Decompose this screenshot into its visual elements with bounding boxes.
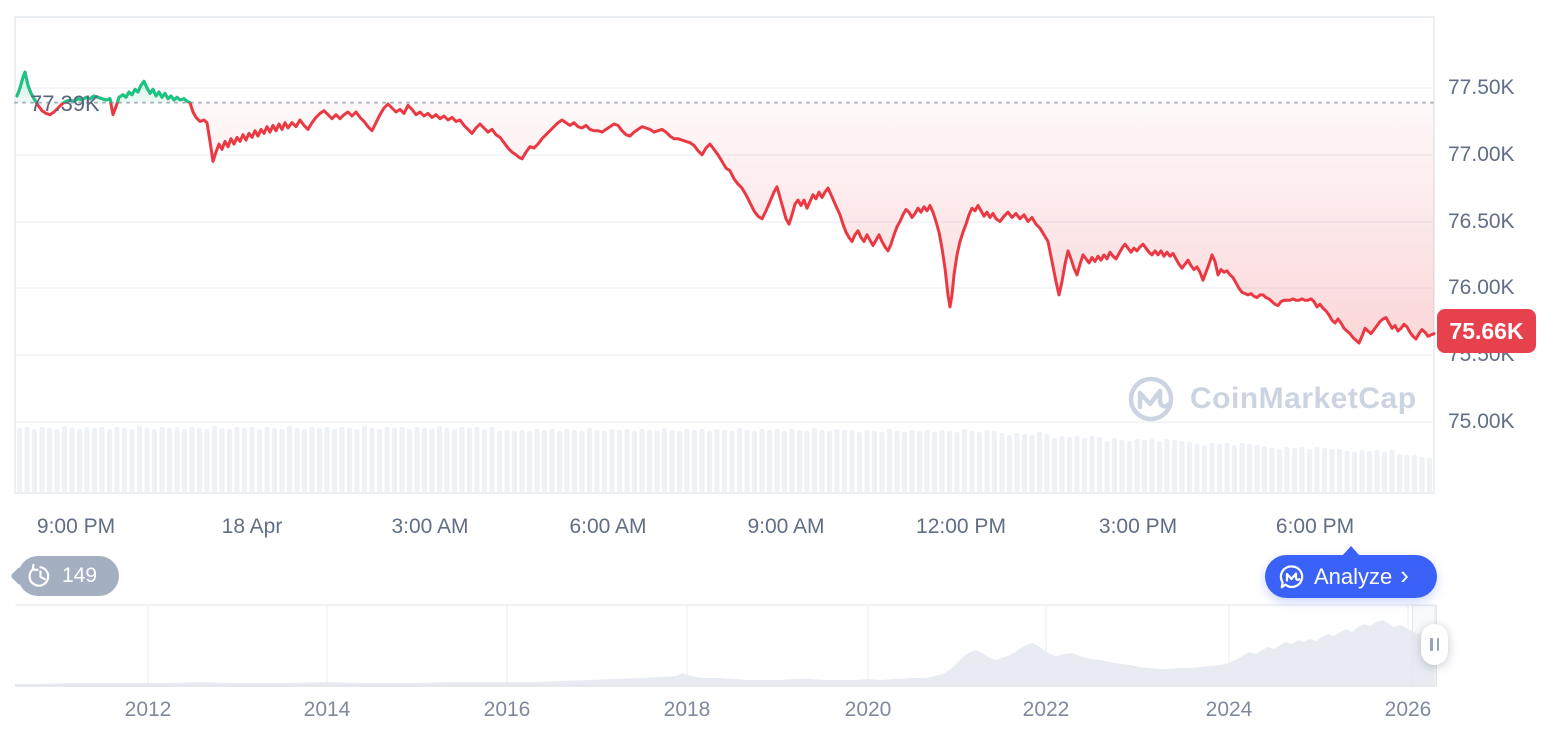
navigator-year-label: 2026 [1384, 698, 1432, 721]
price-chart-canvas[interactable] [0, 0, 1566, 500]
analyze-label: Analyze [1314, 563, 1393, 589]
analyze-cmc-bubble-icon [1279, 564, 1304, 588]
navigator-year-label: 2014 [303, 698, 351, 721]
navigator-year-label: 2012 [124, 698, 172, 721]
history-count-value: 149 [62, 564, 98, 587]
x-axis-label: 3:00 AM [391, 515, 469, 538]
chevron-right-icon: › [1400, 559, 1409, 590]
y-axis-label: 77.00K [1448, 143, 1515, 166]
y-axis-label: 77.50K [1448, 76, 1515, 99]
analyze-pointer [1342, 546, 1360, 556]
navigator-year-label: 2016 [483, 698, 531, 721]
navigator-year-label: 2020 [844, 698, 892, 721]
x-axis-label: 6:00 PM [1275, 515, 1355, 538]
watermark-text: CoinMarketCap [1190, 382, 1417, 415]
current-price-value: 75.66K [1449, 317, 1524, 344]
volume-bars [17, 426, 1432, 493]
navigator-resize-handle[interactable] [1421, 624, 1448, 665]
y-axis-label: 75.00K [1448, 410, 1515, 433]
range-navigator-canvas[interactable] [0, 600, 1566, 700]
x-axis-label: 3:00 PM [1098, 515, 1178, 538]
handle-grip-bar [1430, 638, 1433, 651]
current-price-badge: 75.66K [1437, 309, 1536, 353]
history-count-badge[interactable]: 149 [10, 556, 119, 596]
x-axis-label: 6:00 AM [569, 515, 647, 538]
y-axis-label: 76.00K [1448, 276, 1515, 299]
analyze-button[interactable]: Analyze › [1265, 546, 1437, 598]
x-axis-label: 12:00 PM [916, 515, 1006, 538]
navigator-year-label: 2022 [1022, 698, 1070, 721]
x-axis-label: 18 Apr [221, 515, 283, 538]
x-axis-label: 9:00 PM [36, 515, 116, 538]
baseline-price-label: 77.39K [30, 91, 100, 116]
coinmarketcap-watermark: CoinMarketCap [1126, 374, 1417, 424]
navigator-year-label: 2024 [1205, 698, 1253, 721]
navigator-year-label: 2018 [663, 698, 711, 721]
handle-grip-bar [1436, 638, 1439, 651]
x-axis-label: 9:00 AM [747, 515, 825, 538]
history-clock-icon [28, 563, 50, 587]
y-axis-label: 76.50K [1448, 210, 1515, 233]
coinmarketcap-logo-icon [1128, 376, 1174, 422]
